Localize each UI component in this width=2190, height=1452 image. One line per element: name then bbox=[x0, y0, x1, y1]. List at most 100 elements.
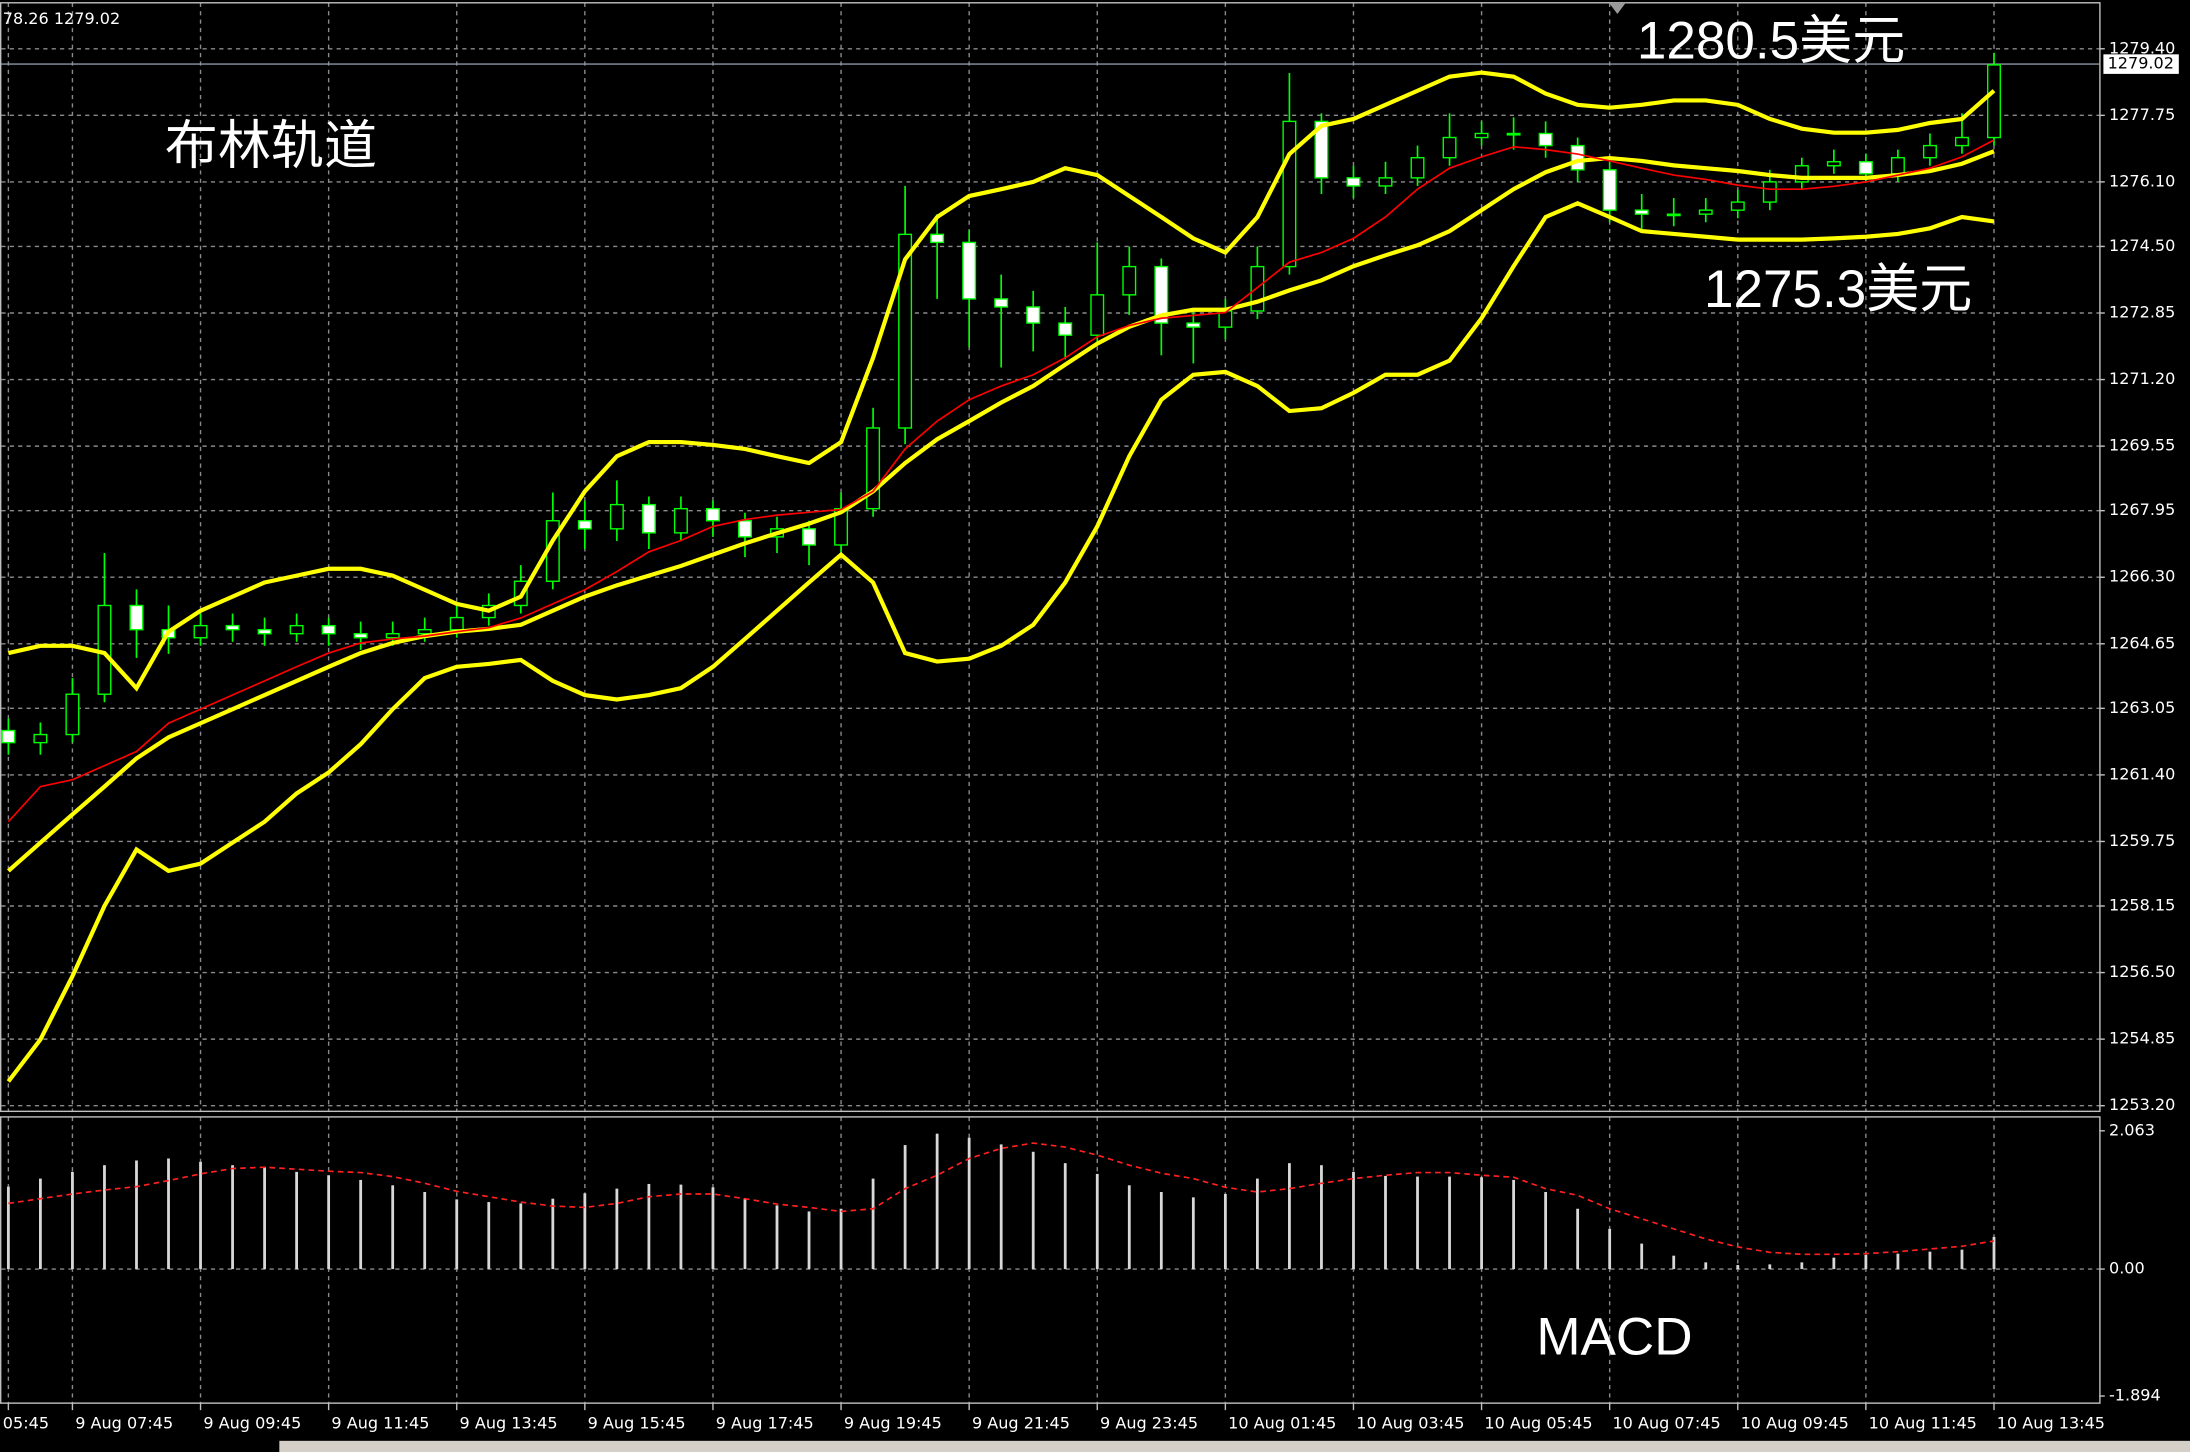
candle-body bbox=[33, 733, 48, 744]
macd-bar bbox=[1512, 1179, 1515, 1270]
candle-body bbox=[1987, 64, 2001, 139]
macd-bar bbox=[903, 1145, 907, 1270]
mark-layer bbox=[1, 52, 2100, 1270]
x-tick-label: 9 Aug 11:45 bbox=[331, 1414, 429, 1433]
y-tick-label: 1271.20 bbox=[2109, 369, 2175, 388]
candle-body bbox=[1922, 144, 1937, 159]
y-tick-label: 1276.10 bbox=[2109, 171, 2175, 190]
macd-bar bbox=[1576, 1208, 1580, 1270]
candle-body bbox=[1602, 169, 1617, 211]
x-tick-label: 9 Aug 15:45 bbox=[588, 1414, 686, 1433]
bollinger-band bbox=[6, 201, 1995, 1083]
x-tick-label: 9 Aug 19:45 bbox=[844, 1414, 942, 1433]
y-tick-label: 1274.50 bbox=[2109, 236, 2175, 255]
macd-bar bbox=[615, 1188, 619, 1270]
macd-bar bbox=[1480, 1177, 1483, 1270]
status-strip bbox=[279, 1440, 2190, 1452]
macd-bar bbox=[39, 1178, 42, 1270]
macd-bar bbox=[967, 1137, 971, 1270]
x-tick-label: 10 Aug 07:45 bbox=[1612, 1414, 1720, 1433]
macd-bar bbox=[391, 1185, 395, 1270]
candle-body bbox=[1026, 306, 1041, 324]
macd-bar bbox=[807, 1211, 811, 1270]
macd-bar bbox=[1832, 1257, 1836, 1270]
macd-bar bbox=[1864, 1255, 1868, 1270]
y-tick-label: 1266.30 bbox=[2109, 567, 2175, 586]
x-tick-label: 10 Aug 11:45 bbox=[1869, 1414, 1977, 1433]
candle-body bbox=[449, 616, 464, 631]
candle-body bbox=[930, 233, 945, 244]
candle-body bbox=[65, 693, 80, 736]
candle-body bbox=[802, 528, 817, 546]
macd-bar bbox=[1255, 1178, 1259, 1270]
candle-body bbox=[289, 624, 304, 635]
candle-body bbox=[737, 520, 752, 538]
annotation: 1275.3美元 bbox=[1704, 260, 1972, 319]
y-tick-label: 1254.85 bbox=[2109, 1029, 2175, 1048]
macd-bar bbox=[1896, 1253, 1900, 1270]
y-tick-label: 1263.05 bbox=[2109, 698, 2175, 717]
candle-body bbox=[1442, 136, 1457, 159]
macd-bar bbox=[1768, 1264, 1772, 1270]
macd-bar bbox=[551, 1198, 555, 1270]
y-tick-label: 1279.40 bbox=[2109, 38, 2175, 57]
candle-body bbox=[1122, 265, 1137, 296]
candle-body bbox=[1570, 144, 1585, 171]
candle-body bbox=[1890, 157, 1905, 175]
y-tick-label: 1258.15 bbox=[2109, 896, 2175, 915]
price-panel-frame bbox=[0, 2, 2101, 1113]
candle-body bbox=[129, 604, 144, 631]
y-tick-label: 1259.75 bbox=[2109, 831, 2175, 850]
macd-bar bbox=[1191, 1197, 1195, 1270]
candle-body bbox=[1346, 177, 1361, 187]
y-tick-label: 1277.75 bbox=[2109, 105, 2175, 124]
macd-bar bbox=[167, 1158, 170, 1270]
x-tick-label: 9 Aug 17:45 bbox=[716, 1414, 814, 1433]
macd-bar bbox=[743, 1198, 747, 1270]
macd-bar bbox=[231, 1165, 234, 1270]
macd-bar bbox=[455, 1199, 459, 1270]
candle-body bbox=[1474, 132, 1489, 139]
candle-body bbox=[385, 633, 400, 639]
macd-bar bbox=[1960, 1249, 1964, 1270]
candle-body bbox=[1666, 213, 1681, 217]
macd-bar bbox=[1640, 1243, 1644, 1270]
macd-bar bbox=[519, 1203, 523, 1270]
macd-bar bbox=[1352, 1171, 1355, 1270]
macd-panel-frame bbox=[0, 1116, 2101, 1404]
x-tick-label: 9 Aug 23:45 bbox=[1100, 1414, 1198, 1433]
x-tick-label: 9 Aug 09:45 bbox=[203, 1414, 301, 1433]
candle-body bbox=[577, 520, 592, 530]
macd-bar bbox=[999, 1144, 1003, 1270]
macd-bar bbox=[6, 1186, 10, 1270]
candle-body bbox=[1378, 177, 1393, 187]
macd-bar bbox=[1127, 1185, 1131, 1270]
candle-body bbox=[1, 729, 16, 744]
candle-body bbox=[1282, 120, 1297, 268]
macd-bar bbox=[359, 1179, 363, 1270]
macd-bar bbox=[103, 1165, 106, 1270]
x-tick-label: 05:45 bbox=[3, 1414, 49, 1433]
macd-bar bbox=[1608, 1228, 1612, 1270]
macd-bar bbox=[871, 1178, 875, 1270]
y-tick-label: -1.894 bbox=[2109, 1386, 2161, 1405]
candle-body bbox=[1506, 132, 1521, 136]
x-tick-label: 10 Aug 13:45 bbox=[1997, 1414, 2105, 1433]
annotation: MACD bbox=[1536, 1307, 1692, 1366]
macd-bar bbox=[295, 1171, 299, 1270]
macd-bar bbox=[1544, 1191, 1548, 1270]
macd-bar bbox=[135, 1160, 138, 1270]
info-text: 78.26 1279.02 bbox=[3, 9, 120, 28]
candle-body bbox=[417, 628, 432, 635]
annotation: 1280.5美元 bbox=[1637, 12, 1905, 71]
macd-bar bbox=[679, 1184, 683, 1270]
y-tick-label: 2.063 bbox=[2109, 1120, 2155, 1139]
macd-bar bbox=[1320, 1165, 1323, 1270]
candle-body bbox=[353, 633, 368, 639]
candle-body bbox=[609, 503, 624, 530]
macd-bar bbox=[1063, 1163, 1067, 1270]
y-tick-label: 1256.50 bbox=[2109, 962, 2175, 981]
candle-body bbox=[321, 624, 336, 635]
